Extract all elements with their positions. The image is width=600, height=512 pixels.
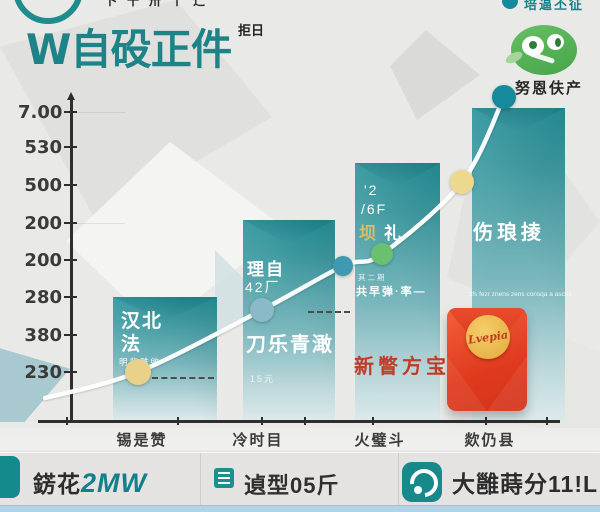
data-point-marker xyxy=(371,243,393,265)
y-axis-tick-label: 200 xyxy=(24,250,62,271)
green-mascot-logo-icon xyxy=(503,25,577,75)
y-axis-tick-label: 7.00 xyxy=(18,102,63,123)
bar2-label: 刀乐青澉 xyxy=(246,334,334,356)
bottom-blue-strip xyxy=(0,505,600,512)
footer-stat-2: 遉型05斤 xyxy=(244,473,340,498)
y-axis-tick-label: 530 xyxy=(24,137,62,158)
logo-caption: 努恩伕产 xyxy=(515,80,584,97)
swirl-glyph xyxy=(404,463,444,503)
y-axis-tick xyxy=(64,371,77,373)
y-axis-tick xyxy=(64,259,77,261)
footer-divider xyxy=(398,453,399,506)
stats-footer: 錺花2MW 遉型05斤 大雝蒔分11!L xyxy=(0,452,600,506)
dashed-marker xyxy=(152,377,214,379)
stat1-prefix: 錺花 xyxy=(33,471,81,497)
gridline-stub xyxy=(75,223,125,224)
swirl-badge-icon xyxy=(402,462,444,503)
bar4-smalltext: zfs fezr znens zens consqa a ascos xyxy=(469,291,572,298)
background-polygon xyxy=(390,30,480,120)
data-point-marker xyxy=(450,170,474,194)
x-axis-line xyxy=(38,420,560,423)
logo-eye xyxy=(555,38,561,47)
x-axis-tick xyxy=(485,417,487,425)
logo-eye xyxy=(529,41,537,49)
footer-divider xyxy=(200,453,201,506)
y-axis-tick xyxy=(64,334,77,336)
footer-stat-3: 大雝蒔分11!L xyxy=(452,471,599,497)
rounded-teal-icon xyxy=(0,456,20,498)
y-axis-tick-label: 230 xyxy=(24,362,62,383)
gridline-stub xyxy=(75,112,125,113)
y-axis-tick xyxy=(64,184,77,186)
bar3-label: '2 xyxy=(364,182,379,198)
y-axis-tick-label: 200 xyxy=(24,213,62,234)
y-axis-tick-label: 280 xyxy=(24,287,62,308)
list-icon xyxy=(214,468,234,488)
stat1-value: 2MW xyxy=(81,468,147,498)
y-axis-tick xyxy=(64,222,77,224)
title-superscript: 拒日 xyxy=(238,23,265,38)
bar3-label-khaki: 坝 xyxy=(359,224,378,243)
bar3-smalltext: 共早弹·率— xyxy=(356,286,427,298)
x-axis-tick xyxy=(304,417,306,425)
red-envelope-icon: Lvepia xyxy=(447,308,527,411)
top-edge-text: 卜十卅丫辶 xyxy=(105,0,216,8)
data-point-marker xyxy=(492,85,516,109)
x-axis-tick xyxy=(546,417,548,425)
background-polygon xyxy=(0,428,600,452)
bar2-label: 42厂 xyxy=(245,279,281,295)
data-point-marker xyxy=(250,298,274,322)
x-axis-tick xyxy=(261,417,263,425)
bar1-label: 法 xyxy=(121,334,143,355)
y-axis-tick-label: 380 xyxy=(24,325,62,346)
x-axis-tick-label: 锡是赞 xyxy=(116,432,168,449)
bar3-smalltext: 其二期 xyxy=(358,273,387,282)
envelope-gold-seal: Lvepia xyxy=(466,315,510,359)
seal-text: Lvepia xyxy=(467,327,509,347)
bar3-label: /6F xyxy=(361,201,388,217)
data-point-marker xyxy=(333,256,353,276)
teal-dot-icon xyxy=(502,0,518,9)
x-axis-tick-label: 欻仍县 xyxy=(464,432,516,449)
red-annotation: 新瞥方宝 xyxy=(354,356,450,378)
x-axis-tick xyxy=(372,417,374,425)
y-axis-tick xyxy=(64,296,77,298)
footer-stat-1: 錺花2MW xyxy=(33,465,147,499)
swirl-dot xyxy=(414,486,422,494)
y-axis-tick xyxy=(64,146,77,148)
y-axis-tick xyxy=(64,111,77,113)
bar3-label: 礼 xyxy=(384,224,403,243)
leaf-icon xyxy=(503,49,525,66)
x-axis-tick-label: 火璧斗 xyxy=(354,432,406,449)
y-axis-tick-label: 500 xyxy=(24,175,62,196)
y-axis-arrow-icon xyxy=(67,92,75,100)
envelope-fold xyxy=(447,356,487,411)
top-right-caption: 培逼丕征 xyxy=(524,0,585,12)
x-axis-tick xyxy=(177,417,179,425)
bar4-label: 伤琅掕 xyxy=(473,222,545,244)
x-axis-tick-label: 冷时目 xyxy=(232,432,284,449)
data-point-marker xyxy=(125,359,151,385)
x-axis-tick xyxy=(66,417,68,425)
bar2-smalltext: 15元 xyxy=(250,374,276,384)
dashed-marker xyxy=(308,311,350,313)
envelope-fold xyxy=(487,356,527,411)
logo-stroke xyxy=(528,51,556,64)
page-title: W自砓正件 xyxy=(26,25,232,74)
